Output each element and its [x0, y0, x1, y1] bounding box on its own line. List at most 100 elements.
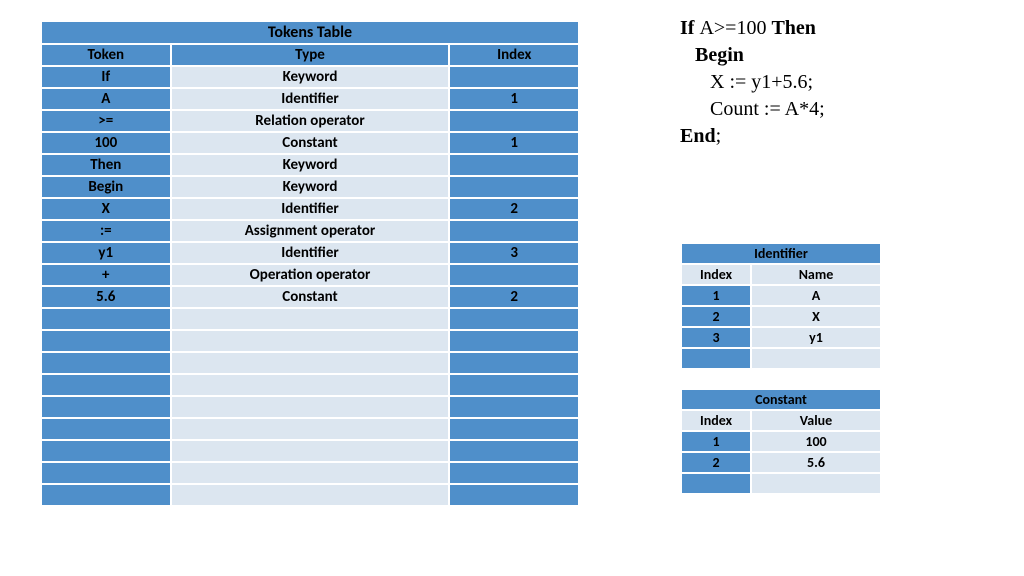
code-line: X := y1+5.6; [680, 69, 825, 96]
table-row [41, 396, 579, 418]
table-row: 3y1 [681, 327, 881, 348]
identifier-table: Identifier Index Name 1A2X3y1 [680, 242, 882, 370]
table-cell: 1 [681, 285, 751, 306]
table-cell: Then [41, 154, 171, 176]
table-cell [41, 396, 171, 418]
table-cell [41, 374, 171, 396]
table-row [41, 308, 579, 330]
table-cell: If [41, 66, 171, 88]
table-cell: 5.6 [751, 452, 881, 473]
table-cell [449, 220, 579, 242]
table-cell [449, 264, 579, 286]
table-row: XIdentifier2 [41, 198, 579, 220]
code-segment: If [680, 17, 699, 39]
table-cell: X [41, 198, 171, 220]
table-cell: 3 [681, 327, 751, 348]
table-cell [449, 352, 579, 374]
table-cell: 1 [449, 132, 579, 154]
table-cell: y1 [751, 327, 881, 348]
code-segment: Begin [695, 44, 744, 66]
table-cell: 5.6 [41, 286, 171, 308]
table-cell: Assignment operator [171, 220, 450, 242]
table-row: 2X [681, 306, 881, 327]
identifier-title: Identifier [681, 243, 881, 264]
table-row [41, 440, 579, 462]
table-cell [171, 308, 450, 330]
table-cell: 100 [41, 132, 171, 154]
table-cell [171, 484, 450, 506]
tokens-table-header-row: Token Type Index [41, 44, 579, 66]
table-cell [41, 418, 171, 440]
code-segment: End [680, 125, 716, 147]
table-row [41, 330, 579, 352]
table-cell [449, 484, 579, 506]
tokens-col-2: Index [449, 44, 579, 66]
table-cell: + [41, 264, 171, 286]
tokens-col-1: Type [171, 44, 450, 66]
table-row: AIdentifier1 [41, 88, 579, 110]
table-cell [449, 374, 579, 396]
table-row [41, 374, 579, 396]
table-cell: Keyword [171, 176, 450, 198]
table-cell [449, 176, 579, 198]
table-cell: := [41, 220, 171, 242]
table-cell: Identifier [171, 88, 450, 110]
table-row: :=Assignment operator [41, 220, 579, 242]
table-cell: >= [41, 110, 171, 132]
table-cell [681, 473, 751, 494]
table-cell: A [41, 88, 171, 110]
table-row [681, 348, 881, 369]
code-line: End; [680, 123, 825, 150]
table-cell [171, 418, 450, 440]
table-cell [41, 308, 171, 330]
table-row [41, 462, 579, 484]
code-segment: Then [771, 17, 815, 39]
table-cell [171, 462, 450, 484]
table-cell: 1 [681, 431, 751, 452]
table-row: 1A [681, 285, 881, 306]
code-line: Count := A*4; [680, 96, 825, 123]
table-cell: Identifier [171, 198, 450, 220]
table-cell [41, 484, 171, 506]
table-cell: Keyword [171, 66, 450, 88]
table-cell: 2 [681, 452, 751, 473]
table-row [681, 473, 881, 494]
identifier-col-1: Name [751, 264, 881, 285]
constant-col-1: Value [751, 410, 881, 431]
table-cell [449, 418, 579, 440]
table-cell: 2 [449, 198, 579, 220]
table-cell [171, 374, 450, 396]
table-cell [171, 440, 450, 462]
table-cell: Constant [171, 286, 450, 308]
table-cell [449, 462, 579, 484]
table-cell: Relation operator [171, 110, 450, 132]
table-cell [171, 352, 450, 374]
table-row: >=Relation operator [41, 110, 579, 132]
code-line: If A>=100 Then [680, 15, 825, 42]
table-cell: A [751, 285, 881, 306]
code-segment: ; [716, 125, 722, 147]
constant-table: Constant Index Value 110025.6 [680, 388, 882, 495]
table-cell: y1 [41, 242, 171, 264]
table-cell [41, 462, 171, 484]
table-cell [41, 352, 171, 374]
table-cell [171, 396, 450, 418]
table-cell: 2 [449, 286, 579, 308]
code-sample: If A>=100 Then Begin X := y1+5.6; Count … [680, 15, 825, 150]
table-cell: 2 [681, 306, 751, 327]
table-row [41, 484, 579, 506]
table-cell [751, 473, 881, 494]
code-segment: X := y1+5.6; [710, 71, 813, 93]
tokens-col-0: Token [41, 44, 171, 66]
table-row [41, 352, 579, 374]
code-segment: A>=100 [699, 17, 771, 39]
identifier-col-0: Index [681, 264, 751, 285]
table-cell: Constant [171, 132, 450, 154]
code-line: Begin [680, 42, 825, 69]
table-row: +Operation operator [41, 264, 579, 286]
table-cell: X [751, 306, 881, 327]
table-row: ThenKeyword [41, 154, 579, 176]
table-cell [171, 330, 450, 352]
constant-title: Constant [681, 389, 881, 410]
table-cell: Keyword [171, 154, 450, 176]
